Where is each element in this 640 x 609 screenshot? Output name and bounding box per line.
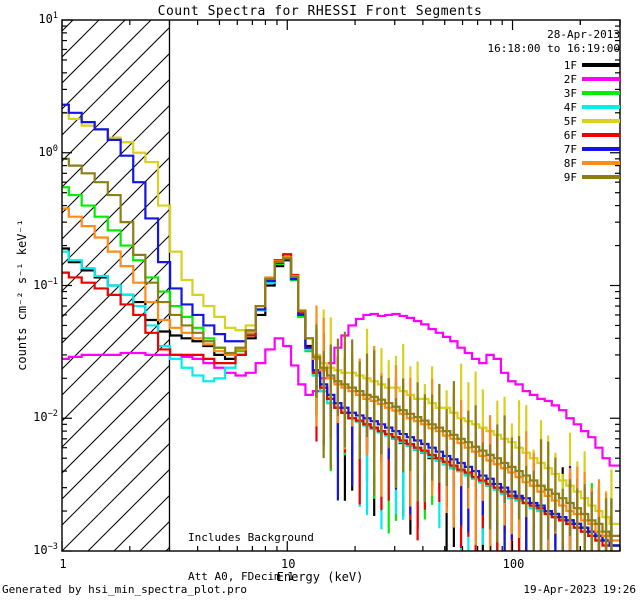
legend-color-swatch <box>582 105 620 109</box>
legend-color-swatch <box>582 161 620 165</box>
legend-item-5f: 5F <box>500 114 620 128</box>
observation-date: 28-Apr-2013 <box>547 28 620 41</box>
legend-item-label: 8F <box>563 156 577 170</box>
legend-color-swatch <box>582 77 620 81</box>
series-line-2f <box>62 312 620 467</box>
x-tick-label: 1 <box>59 557 67 571</box>
x-tick-label: 10 <box>281 557 296 571</box>
series-group <box>62 103 620 547</box>
axis-ticks <box>61 19 621 552</box>
legend-item-label: 1F <box>563 58 577 72</box>
observation-time-range: 16:18:00 to 16:19:00 <box>487 42 620 55</box>
legend-color-swatch <box>582 91 620 95</box>
legend-item-label: 9F <box>563 170 577 184</box>
legend-color-swatch <box>582 175 620 179</box>
legend-item-3f: 3F <box>500 86 620 100</box>
page-title: Count Spectra for RHESSI Front Segments <box>157 4 483 19</box>
legend-item-label: 4F <box>563 100 577 114</box>
y-tick-label: 10−2 <box>33 409 58 425</box>
observation-datetime: 28-Apr-2013 16:18:00 to 16:19:00 <box>488 28 620 56</box>
legend-item-label: 5F <box>563 114 577 128</box>
footer-generator: Generated by hsi_min_spectra_plot.pro <box>2 583 248 596</box>
series-line-9f <box>62 157 620 537</box>
y-tick-label: 10−3 <box>33 542 58 557</box>
y-tick-label: 10−1 <box>33 276 58 292</box>
plot-annotation: Includes Background Att A0, FDecim 1 <box>188 505 314 609</box>
legend-color-swatch <box>582 63 620 67</box>
y-axis-label: counts cm⁻² s⁻¹ keV⁻¹ <box>15 219 29 371</box>
x-axis-label: Energy (keV) <box>276 570 364 584</box>
footer-timestamp: 19-Apr-2023 19:26 <box>523 583 636 596</box>
legend-item-label: 2F <box>563 72 577 86</box>
annotation-line-2: Att A0, FDecim 1 <box>188 570 294 583</box>
legend-item-7f: 7F <box>500 142 620 156</box>
legend-item-2f: 2F <box>500 72 620 86</box>
legend-color-swatch <box>582 119 620 123</box>
legend-item-9f: 9F <box>500 170 620 184</box>
series-line-7f <box>62 103 620 547</box>
series-line-3f <box>62 186 620 547</box>
noise-spikes <box>315 305 613 551</box>
legend-item-1f: 1F <box>500 58 620 72</box>
annotation-line-1: Includes Background <box>188 531 314 544</box>
legend-item-8f: 8F <box>500 156 620 170</box>
legend-item-4f: 4F <box>500 100 620 114</box>
legend-item-label: 7F <box>563 142 577 156</box>
x-tick-label: 100 <box>502 557 525 571</box>
legend: 1F 2F 3F 4F 5F 6F 7F 8F 9F <box>500 58 620 184</box>
legend-item-6f: 6F <box>500 128 620 142</box>
legend-color-swatch <box>582 147 620 151</box>
legend-color-swatch <box>582 133 620 137</box>
legend-item-label: 6F <box>563 128 577 142</box>
y-tick-label: 100 <box>38 143 58 159</box>
y-tick-label: 101 <box>38 11 58 26</box>
legend-item-label: 3F <box>563 86 577 100</box>
